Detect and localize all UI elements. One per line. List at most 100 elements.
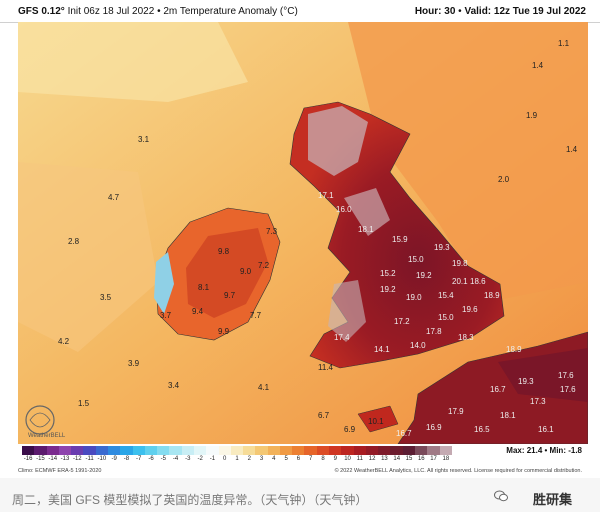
colorbar-swatch (304, 446, 317, 455)
value-label: 3.4 (168, 381, 180, 390)
colorbar-swatch (365, 446, 379, 455)
colorbar-tick-label: -9 (111, 456, 117, 462)
value-label: 17.9 (448, 407, 464, 416)
value-label: 18.1 (358, 225, 374, 234)
value-label: 9.4 (192, 307, 204, 316)
ireland-west-cool-coast (154, 252, 174, 314)
figure-caption: 周二，美国 GFS 模型模拟了英国的温度异常。（天气钟）（天气钟） 胜研集 (0, 478, 600, 512)
value-label: 1.5 (78, 399, 90, 408)
value-label: 9.7 (224, 291, 236, 300)
value-label: 17.8 (426, 327, 442, 336)
value-label: 1.9 (526, 111, 538, 120)
colorbar: -16 -15 -14 -13 -12 -11 -10 -9 -8 -7 -6 -5 -4 -3 -2 -1 0… (18, 446, 588, 476)
colorbar-tick-label: 3 (259, 456, 264, 462)
colorbar-tick-label: 18 (442, 456, 450, 462)
colorbar-tick-label: -10 (97, 456, 107, 462)
colorbar-tick-label: -5 (160, 456, 166, 462)
colorbar-tick-label: 15 (405, 456, 413, 462)
value-label: 14.0 (410, 341, 426, 350)
colorbar-tick-label: 16 (417, 456, 425, 462)
value-label: 4.2 (58, 337, 70, 346)
value-label: 7.3 (266, 227, 278, 236)
value-label: 9.8 (218, 247, 230, 256)
colorbar-swatch (378, 446, 391, 455)
value-label: 18.9 (506, 345, 522, 354)
colorbar-swatch (230, 446, 244, 455)
colorbar-tick-label: 12 (368, 456, 376, 462)
colorbar-tick-label: 14 (393, 456, 401, 462)
colorbar-swatch (292, 446, 305, 455)
colorbar-swatch (46, 446, 59, 455)
max-min-readout: Max: 21.4 • Min: -1.8 (506, 446, 582, 455)
colorbar-tick-label: -1 (209, 456, 216, 462)
value-label: 7.2 (258, 261, 270, 270)
west-atlantic-band (18, 162, 158, 352)
colorbar-tick-label: -16 (23, 456, 33, 462)
colorbar-swatch (243, 446, 256, 455)
map-header: GFS 0.12° Init 06z 18 Jul 2022 • 2m Temp… (0, 0, 600, 23)
colorbar-tick-label: 4 (272, 456, 276, 462)
colorbar-tick-label: 0 (223, 456, 227, 462)
atlantic-mild-band (18, 22, 248, 102)
value-label: 1.1 (558, 39, 570, 48)
value-label: 6.9 (344, 425, 356, 434)
value-label: 16.0 (336, 205, 352, 214)
caption-text: 周二，美国 GFS 模型模拟了英国的温度异常。（天气钟）（天气钟） (12, 493, 368, 507)
colorbar-swatch (427, 446, 440, 455)
colorbar-tick-label: 2 (247, 456, 251, 462)
colorbar-tick-label: -12 (72, 456, 82, 462)
value-label: 17.3 (530, 397, 546, 406)
scotland-highlands-extreme (308, 106, 368, 176)
colorbar-swatch (83, 446, 96, 455)
colorbar-swatch (181, 446, 194, 455)
anomaly-map-canvas: 1.1 1.4 1.9 1.4 2.0 17.1 16.0 18.1 15.9 … (18, 22, 588, 444)
colorbar-swatch (316, 446, 330, 455)
colorbar-swatch (120, 446, 133, 455)
ireland-warm-core (186, 228, 268, 318)
header-left: GFS 0.12° Init 06z 18 Jul 2022 • 2m Temp… (18, 6, 298, 17)
value-label: 8.1 (198, 283, 210, 292)
value-label: 1.4 (532, 61, 544, 70)
value-label: 19.3 (518, 377, 534, 386)
value-label: 19.2 (380, 285, 396, 294)
value-label: 15.0 (438, 313, 454, 322)
colorbar-swatch (71, 446, 84, 455)
header-right: Hour: 30 • Valid: 12z Tue 19 Jul 2022 (414, 6, 586, 17)
colorbar-tick-label: -8 (123, 456, 130, 462)
north-sea-warm-band (348, 22, 588, 302)
colorbar-tick-label: 6 (296, 456, 301, 462)
value-label: 4.7 (108, 193, 120, 202)
watermark-text: 胜研集 (532, 492, 572, 507)
colorbar-tick-label: 8 (321, 456, 325, 462)
forecast-hour: Hour: 30 (414, 6, 456, 17)
colorbar-swatch (279, 446, 293, 455)
value-label: 7.7 (250, 311, 262, 320)
colorbar-ticks: -16 -15 -14 -13 -12 -11 -10 -9 -8 -7 -6 -5 -4 -3 -2 -1 0… (22, 456, 452, 466)
model-name: GFS 0.12° (18, 6, 65, 17)
colorbar-tick-label: -15 (36, 456, 45, 462)
value-label: 15.2 (380, 269, 396, 278)
value-label: 15.4 (438, 291, 454, 300)
anomaly-map: 1.1 1.4 1.9 1.4 2.0 17.1 16.0 18.1 15.9 … (18, 22, 588, 444)
value-label: 3.9 (128, 359, 140, 368)
value-label: 20.1 (452, 277, 468, 286)
weatherbell-logo: WeatherBELL (25, 405, 66, 439)
colorbar-swatch (132, 446, 145, 455)
colorbar-tick-label: 10 (344, 456, 351, 462)
brittany-peninsula (357, 405, 399, 433)
copyright-note: © 2022 WeatherBELL Analytics, LLC. All r… (334, 468, 582, 474)
value-label: 18.1 (500, 411, 516, 420)
colorbar-tick-label: 1 (235, 456, 239, 462)
colorbar-tick-label: 17 (430, 456, 437, 462)
colorbar-tick-label: 7 (309, 456, 313, 462)
colorbar-swatch (353, 446, 366, 455)
colorbar-tick-label: 13 (381, 456, 388, 462)
continent-hot-core (498, 348, 588, 402)
colorbar-tick-label: -2 (197, 456, 203, 462)
anomaly-value-labels: 1.1 1.4 1.9 1.4 2.0 17.1 16.0 18.1 15.9 … (58, 39, 578, 438)
value-label: 15.0 (408, 255, 424, 264)
colorbar-swatch (341, 446, 354, 455)
colorbar-swatch (206, 446, 219, 455)
colorbar-swatch (193, 446, 207, 455)
colorbar-swatch (34, 446, 47, 455)
